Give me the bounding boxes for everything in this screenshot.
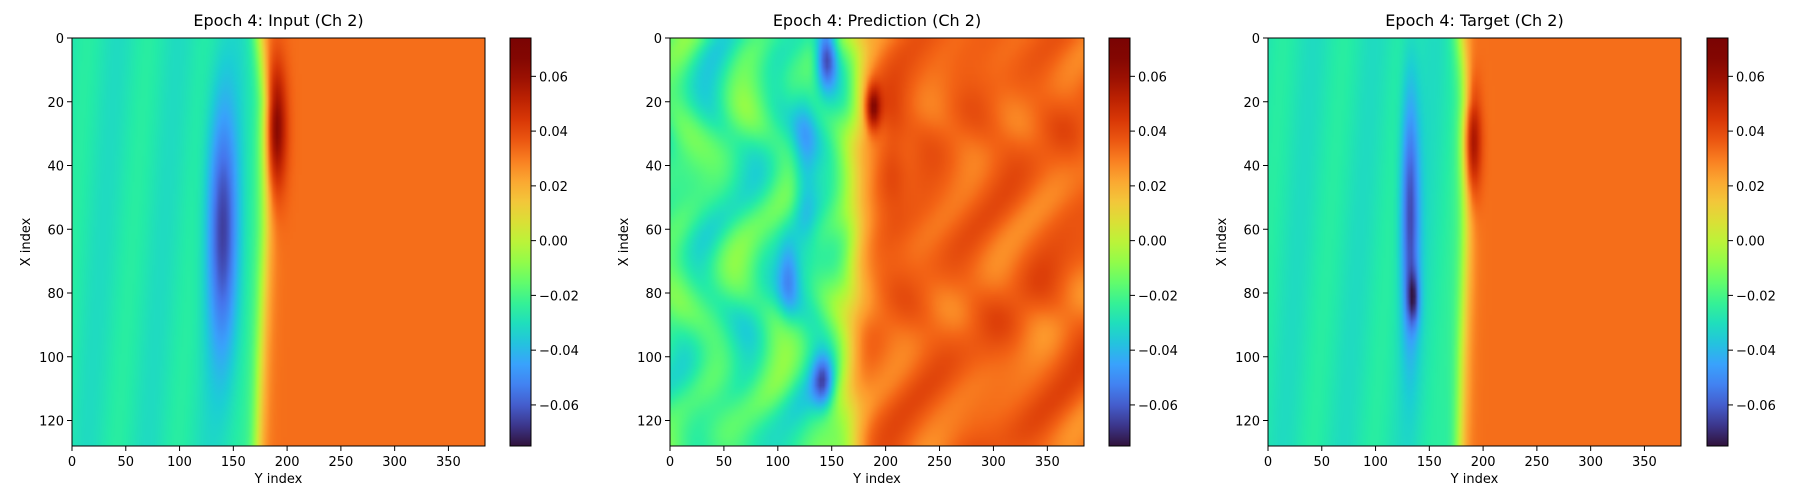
colorbar [1108,37,1131,447]
colorbar-tick-label: 0.04 [539,125,568,140]
y-tick-label: 60 [645,223,662,238]
x-tick-label: 200 [873,455,898,470]
plot-frame [1267,37,1682,447]
x-axis-label: Y index [852,472,901,487]
subplot-2: Epoch 4: Prediction (Ch 2)0 50 100 150 200 25… [617,11,1178,487]
y-tick-label: 0 [1252,32,1260,47]
colorbar-tick-label: −0.02 [1736,289,1776,304]
colorbar-tick-label: −0.06 [1138,399,1178,414]
x-tick-label: 50 [118,455,135,470]
colorbar-tick-label: 0.04 [1736,125,1765,140]
y-tick-label: 60 [1243,223,1260,238]
heatmap-image [72,38,485,446]
y-tick-label: 100 [637,351,662,366]
y-tick-label: 40 [47,160,64,175]
x-axis-label: Y index [254,472,303,487]
y-tick-label: 100 [39,351,64,366]
colorbar-tick-label: 0.00 [539,235,568,250]
colorbar [1706,37,1729,447]
chart-title: Epoch 4: Prediction (Ch 2) [773,11,981,30]
y-tick-label: 120 [637,415,662,430]
y-tick-label: 20 [645,96,662,111]
colorbar-tick-label: 0.06 [539,70,568,85]
colorbar-tick-label: −0.04 [539,344,579,359]
y-tick-label: 40 [645,160,662,175]
y-tick-label: 60 [47,223,64,238]
y-tick-label: 0 [56,32,64,47]
colorbar-tick-label: 0.00 [1736,235,1765,250]
y-tick-label: 80 [47,287,64,302]
colorbar [509,37,532,447]
colorbar-tick-label: −0.06 [539,399,579,414]
x-tick-label: 0 [666,455,674,470]
x-tick-label: 350 [436,455,461,470]
y-tick-label: 100 [1235,351,1260,366]
x-tick-label: 200 [1471,455,1496,470]
colorbar-tick-label: 0.00 [1138,235,1167,250]
colorbar-tick-label: −0.06 [1736,399,1776,414]
x-tick-label: 0 [1264,455,1272,470]
x-axis-label: Y index [1450,472,1499,487]
x-tick-label: 250 [328,455,353,470]
colorbar-tick-label: 0.06 [1138,70,1167,85]
colorbar-tick-label: 0.04 [1138,125,1167,140]
x-tick-label: 100 [765,455,790,470]
colorbar-tick-label: −0.02 [1138,289,1178,304]
subplot-3: Epoch 4: Target (Ch 2)0 50 100 150 200 250 300… [1215,11,1776,487]
y-tick-label: 0 [654,32,662,47]
x-tick-label: 150 [819,455,844,470]
colorbar-tick-label: 0.02 [1736,180,1765,195]
x-tick-label: 250 [1524,455,1549,470]
y-tick-label: 80 [645,287,662,302]
colorbar-tick-label: −0.04 [1736,344,1776,359]
x-tick-label: 250 [927,455,952,470]
x-tick-label: 150 [1417,455,1442,470]
y-tick-label: 40 [1243,160,1260,175]
colorbar-tick-label: −0.02 [539,289,579,304]
plot-frame [71,37,486,447]
y-axis-label: X index [19,217,34,266]
colorbar-tick-label: −0.04 [1138,344,1178,359]
x-tick-label: 300 [382,455,407,470]
x-tick-label: 350 [1035,455,1060,470]
x-tick-label: 300 [1578,455,1603,470]
x-tick-label: 0 [68,455,76,470]
chart-title: Epoch 4: Input (Ch 2) [193,11,363,30]
y-tick-label: 80 [1243,287,1260,302]
heatmap-image [1268,38,1681,446]
colorbar-tick-label: 0.06 [1736,70,1765,85]
x-tick-label: 200 [275,455,300,470]
colorbar-tick-label: 0.02 [1138,180,1167,195]
x-tick-label: 50 [716,455,733,470]
x-tick-label: 100 [1363,455,1388,470]
subplot-1: Epoch 4: Input (Ch 2)0 50 100 150 200 250 300 3… [19,11,579,487]
x-tick-label: 100 [167,455,192,470]
y-tick-label: 120 [1235,415,1260,430]
chart-title: Epoch 4: Target (Ch 2) [1385,11,1563,30]
heatmap-image [670,38,1084,446]
x-tick-label: 150 [221,455,246,470]
y-tick-label: 120 [39,415,64,430]
plot-frame [669,37,1085,447]
colorbar-tick-label: 0.02 [539,180,568,195]
y-axis-label: X index [1215,217,1230,266]
y-tick-label: 20 [1243,96,1260,111]
y-axis-label: X index [617,217,632,266]
x-tick-label: 350 [1632,455,1657,470]
x-tick-label: 50 [1314,455,1331,470]
x-tick-label: 300 [981,455,1006,470]
y-tick-label: 20 [47,96,64,111]
